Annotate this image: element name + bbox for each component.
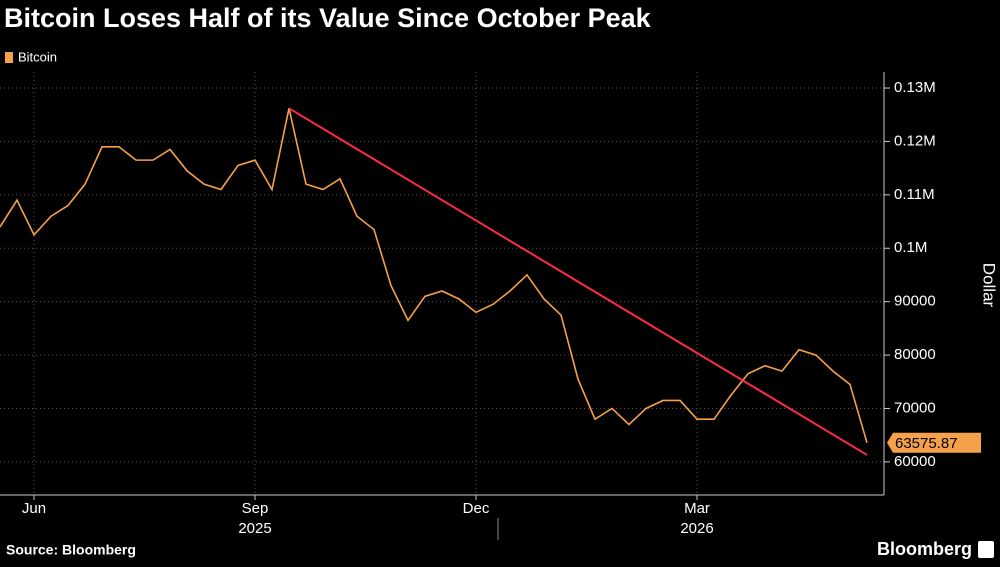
y-tick-label: 0.1M <box>894 239 927 256</box>
value-label-box <box>887 432 981 453</box>
y-tick-label: 0.12M <box>894 132 936 149</box>
brand: Bloomberg <box>877 539 972 559</box>
y-tick-label: 0.13M <box>894 79 936 96</box>
x-tick-label: Mar <box>684 500 710 517</box>
chart-title: Bitcoin Loses Half of its Value Since Oc… <box>4 3 652 33</box>
y-tick-label: 90000 <box>894 293 936 310</box>
value-label: 63575.87 <box>895 435 958 452</box>
y-tick-label: 70000 <box>894 399 936 416</box>
y-tick-label: 80000 <box>894 346 936 363</box>
legend-swatch <box>5 52 13 63</box>
legend-label: Bitcoin <box>18 49 57 64</box>
y-tick-label: 60000 <box>894 453 936 470</box>
x-year-label: 2026 <box>680 520 713 537</box>
y-axis-label: Dollar <box>980 263 999 308</box>
x-tick-label: Dec <box>463 500 490 517</box>
x-tick-label: Sep <box>242 500 269 517</box>
source: Source: Bloomberg <box>6 542 136 558</box>
x-tick-label: Jun <box>22 500 46 517</box>
price-line <box>0 108 868 444</box>
trendline <box>288 107 868 456</box>
brand-icon <box>978 541 994 558</box>
y-tick-label: 0.11M <box>894 186 935 203</box>
x-year-label: 2025 <box>238 520 271 537</box>
